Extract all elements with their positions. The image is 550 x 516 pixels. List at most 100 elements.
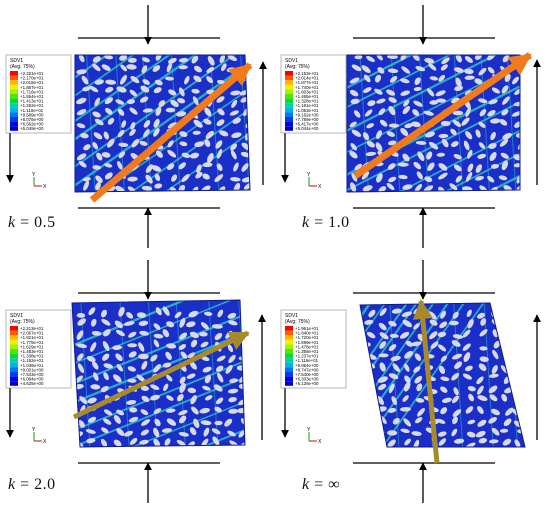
inclusion	[429, 331, 438, 340]
shear-band	[75, 87, 250, 192]
inclusion	[467, 386, 476, 392]
inclusion	[81, 75, 89, 85]
inclusion	[82, 86, 91, 92]
inclusion	[139, 439, 149, 445]
inclusion	[412, 55, 420, 61]
shear-band	[452, 55, 464, 192]
inclusion	[366, 123, 375, 129]
legend-swatch	[285, 367, 293, 372]
inclusion	[401, 66, 411, 74]
triad-x-label: X	[43, 439, 47, 445]
inclusion	[437, 431, 447, 437]
inclusion	[179, 141, 188, 147]
legend-title: SDV1	[285, 58, 298, 64]
legend-value: +1.483e+01	[20, 349, 44, 354]
inclusion	[452, 311, 459, 319]
inclusion	[119, 55, 128, 61]
inclusion	[479, 346, 488, 351]
inclusion	[364, 319, 374, 325]
inclusion	[478, 98, 488, 104]
legend-swatch	[10, 89, 18, 94]
inclusion	[76, 312, 86, 318]
inclusion	[141, 65, 148, 74]
inclusion	[502, 132, 512, 140]
inclusion	[124, 430, 133, 437]
legend-value: +1.921e+01	[20, 335, 44, 340]
inclusion	[365, 386, 375, 396]
inclusion	[464, 75, 475, 80]
inclusion	[94, 97, 101, 107]
inclusion	[103, 363, 113, 369]
inclusion	[136, 312, 147, 318]
inclusion	[511, 76, 520, 85]
legend-swatch	[10, 335, 18, 340]
inclusion	[487, 66, 495, 74]
legend-value: +1.046e+01	[20, 363, 44, 368]
legend-swatch	[285, 121, 293, 127]
inclusion	[475, 430, 486, 438]
triad-y-label: Y	[307, 427, 311, 433]
inclusion	[354, 55, 363, 60]
inclusion	[166, 343, 177, 349]
inclusion	[138, 342, 145, 352]
inclusion	[129, 128, 136, 136]
legend-swatch	[285, 98, 293, 104]
inclusion	[477, 419, 487, 427]
inclusion	[203, 118, 212, 125]
inclusion	[93, 132, 103, 140]
legend-value: +9.001e+00	[20, 367, 44, 372]
legend-swatch	[285, 126, 293, 131]
inclusion	[491, 408, 500, 416]
inclusion	[453, 164, 462, 172]
inclusion	[487, 175, 495, 183]
inclusion	[362, 185, 373, 192]
inclusion	[392, 363, 401, 373]
inclusion	[386, 131, 395, 137]
inclusion	[105, 107, 113, 115]
inclusion	[351, 64, 362, 72]
inclusion	[440, 310, 447, 319]
inclusion	[103, 418, 112, 425]
legend-swatch	[10, 367, 18, 372]
inclusion	[514, 88, 520, 95]
inclusion	[201, 356, 210, 362]
legend-swatch	[285, 107, 293, 113]
inclusion	[517, 321, 525, 330]
k-value: = ∞	[314, 476, 341, 493]
inclusion	[415, 66, 426, 72]
legend-swatch	[285, 117, 293, 122]
inclusion	[427, 162, 435, 171]
inclusion	[513, 341, 520, 350]
inclusion	[503, 185, 512, 192]
contour-legend: SDV1(Avg: 75%)+2.321e+01+2.170e+01+2.018…	[5, 54, 72, 134]
inclusion	[465, 406, 474, 414]
inclusion	[525, 373, 533, 383]
inclusion	[189, 361, 197, 370]
triad-y-label: Y	[32, 172, 36, 178]
inclusion	[167, 140, 174, 148]
inclusion	[92, 142, 99, 150]
inclusion	[514, 439, 521, 447]
inclusion	[375, 130, 383, 140]
inclusion	[513, 354, 523, 359]
inclusion	[467, 318, 474, 329]
inclusion	[230, 177, 241, 182]
inclusion	[440, 386, 448, 393]
inclusion	[88, 307, 96, 316]
inclusion	[524, 398, 525, 404]
inclusion	[467, 419, 476, 425]
inclusion	[488, 142, 497, 149]
legend-swatch	[10, 117, 18, 122]
inclusion	[465, 106, 472, 118]
inclusion	[478, 142, 486, 149]
inclusion	[437, 331, 447, 338]
inclusion	[479, 329, 488, 337]
inclusion	[86, 355, 96, 363]
inclusion	[105, 86, 114, 93]
inclusion	[163, 383, 169, 392]
inclusion	[479, 356, 489, 362]
inclusion	[416, 383, 423, 392]
inclusion	[402, 395, 409, 402]
inclusion	[404, 375, 411, 384]
inclusion	[402, 106, 411, 115]
